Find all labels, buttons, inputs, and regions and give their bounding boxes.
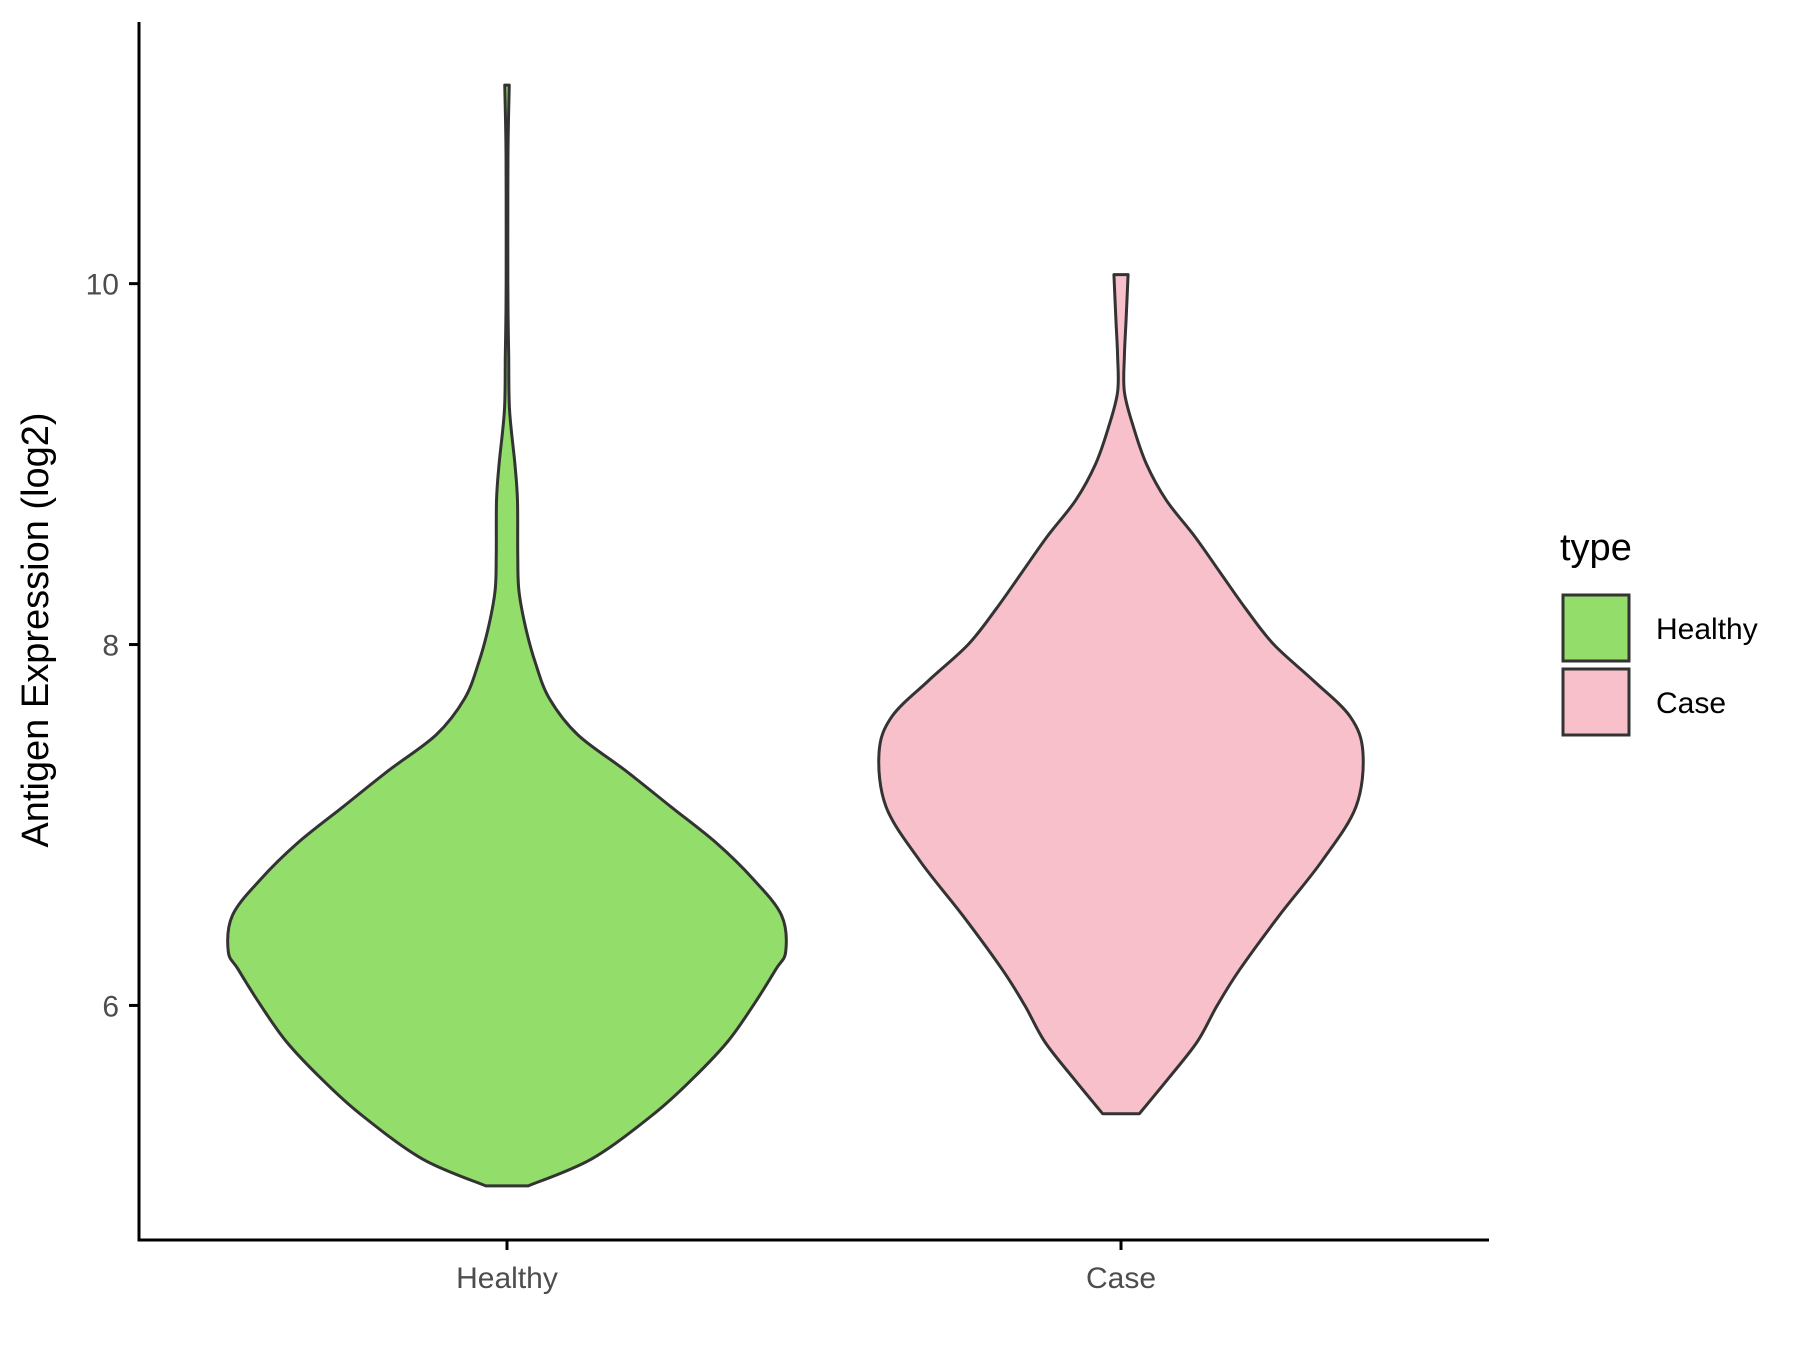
legend-items: Healthy Case [1561,593,1758,737]
x-ticks: Healthy Case [456,1240,1156,1295]
y-tick-label: 10 [86,269,119,302]
legend-title: type [1560,527,1632,569]
legend-label-case: Case [1656,687,1726,720]
axes-layer [137,22,1489,1242]
x-tick-label: Case [1086,1262,1156,1295]
y-tick-label: 8 [102,630,119,663]
legend-swatch-healthy [1561,593,1631,663]
x-tick-label: Healthy [456,1262,558,1295]
legend: type Healthy Case [1560,527,1758,737]
violin-healthy [226,83,788,1188]
legend-label-healthy: Healthy [1656,613,1758,646]
y-tick-label: 6 [102,990,119,1023]
y-axis-title: Antigen Expression (log2) [15,412,57,847]
legend-swatch-case [1561,667,1631,737]
violin-case [877,273,1365,1116]
y-ticks: 6 8 10 [86,269,139,1023]
violins-layer [226,83,1365,1188]
